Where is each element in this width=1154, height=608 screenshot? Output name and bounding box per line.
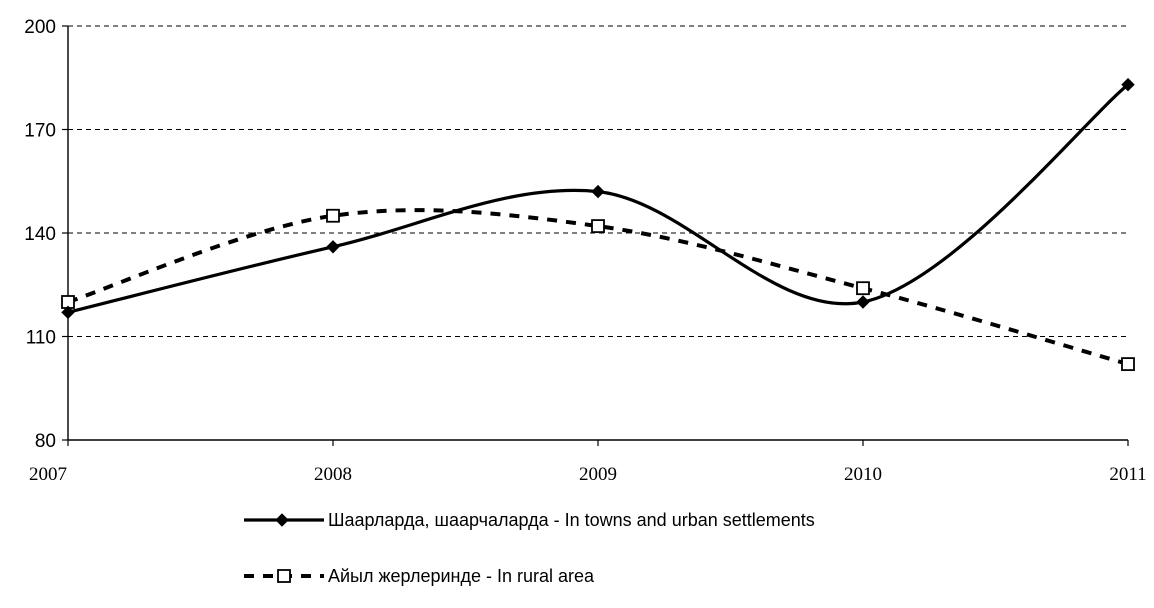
series-2-point [1121,357,1135,372]
series-1-point [1121,77,1135,92]
y-tick-label: 80 [35,431,56,452]
axes [62,25,1129,446]
gridlines [68,25,1128,337]
series-1-point [326,240,340,254]
series-markers [61,77,1135,372]
y-tick-label: 140 [24,224,56,245]
y-tick-label: 110 [26,328,56,349]
y-tick-labels: 80 110 140 170 200 [24,17,56,452]
legend-label-2: Айыл жерлеринде - In rural area [328,566,595,586]
x-tick-label: 2010 [844,464,882,485]
legend-marker-2 [277,569,291,583]
legend-marker-1 [275,513,289,527]
x-tick-label: 2007 [29,464,67,485]
series-1-point [61,305,75,320]
legend: Шаарларда, шаарчаларда - In towns and ur… [244,510,815,586]
series-1-point [591,184,605,199]
series-line-1 [67,83,1130,314]
x-tick-label: 2008 [314,464,352,485]
x-tick-label: 2011 [1109,464,1146,485]
series-2-point [591,219,605,234]
x-tick-labels: 2007 2008 2009 2010 2011 [29,464,1147,485]
x-tick-label: 2009 [579,464,617,485]
series-lines [67,83,1130,367]
y-tick-label: 170 [24,121,56,142]
y-tick-label: 200 [24,17,56,38]
series-1-point [856,295,870,309]
series-2-point [856,281,870,296]
legend-label-1: Шаарларда, шаарчаларда - In towns and ur… [328,510,815,530]
series-line-2 [67,208,1129,367]
series-2-point [326,208,340,223]
